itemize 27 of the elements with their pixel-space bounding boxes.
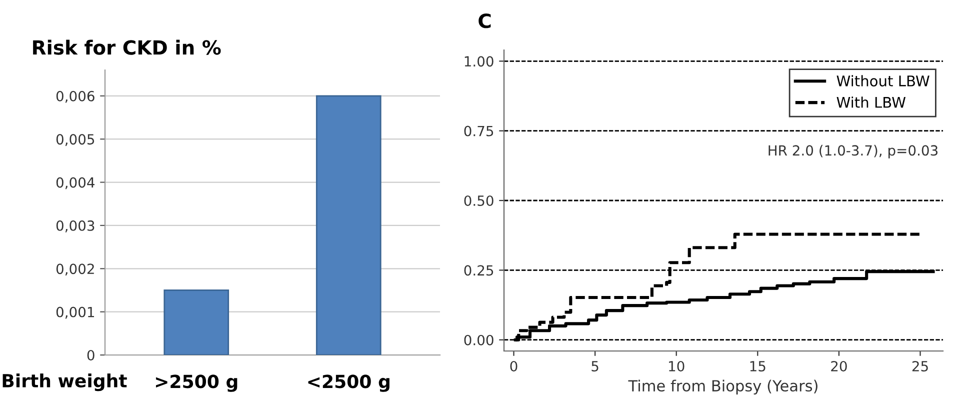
x-tick-label: 0 — [510, 360, 518, 372]
chart-title: Risk for CKD in % — [33, 40, 221, 55]
y-tick-label: 0,001 — [56, 306, 94, 319]
x-tick-label: >2500 g — [156, 374, 238, 392]
y-tick-label: 0,002 — [56, 264, 94, 276]
y-tick-label: 1.00 — [464, 56, 494, 67]
y-tick-label: 0.75 — [464, 126, 494, 136]
x-tick-label: 20 — [831, 360, 847, 372]
y-tick-label: 0,004 — [56, 177, 94, 190]
x-tick-label: 5 — [592, 361, 598, 372]
x-tick-label: 25 — [912, 360, 928, 372]
y-tick-label: 0.25 — [464, 265, 494, 276]
x-axis-title: Birth weight — [2, 374, 127, 392]
y-tick-label: 0,006 — [56, 90, 94, 103]
x-tick-label: 10 — [669, 360, 684, 372]
annotation: HR 2.0 (1.0-3.7), p=0.03 — [768, 144, 938, 158]
legend-label: With LBW — [836, 96, 906, 108]
chart-title: C — [478, 13, 491, 28]
x-tick-label: <2500 g — [308, 374, 390, 392]
y-tick-label: 0,005 — [56, 134, 94, 146]
y-tick-label: 0,003 — [56, 220, 94, 232]
y-tick-label: 0.00 — [464, 334, 494, 346]
x-tick-label: 15 — [750, 361, 766, 372]
legend-label: Without LBW — [836, 75, 930, 86]
x-axis-title: Time from Biopsy (Years) — [628, 380, 818, 395]
y-tick-label: 0 — [87, 350, 94, 360]
y-tick-label: 0.50 — [464, 195, 494, 206]
